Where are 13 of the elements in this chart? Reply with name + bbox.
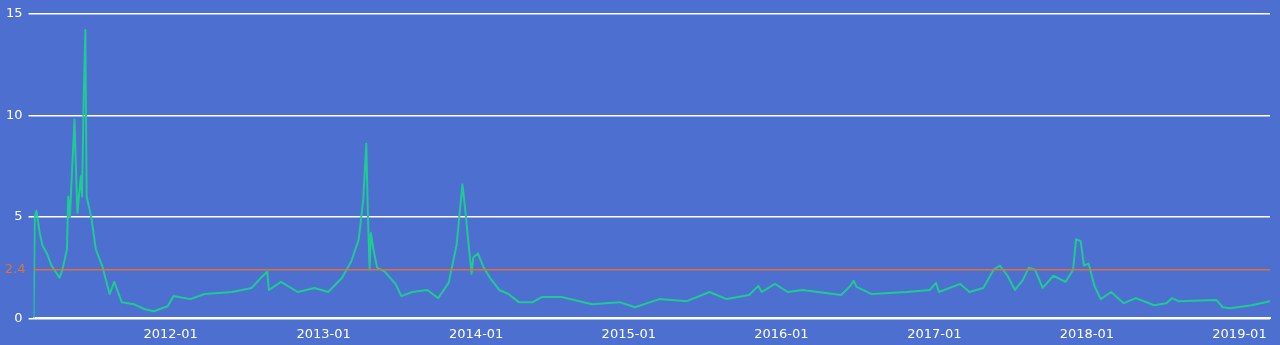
- x-tick-label: 2013-01: [296, 325, 351, 341]
- y-tick-label: 5: [14, 208, 23, 224]
- x-tick-label: 2018-01: [1059, 325, 1115, 341]
- x-tick-label: 2017-01: [907, 325, 962, 341]
- y-tick-label: 0: [14, 309, 23, 325]
- x-tick-label: 2019-01: [1212, 325, 1267, 341]
- x-tick-label: 2016-01: [754, 325, 809, 341]
- y-tick-label: 10: [6, 106, 23, 122]
- y-tick-label: 15: [6, 5, 23, 21]
- x-tick-label: 2014-01: [449, 325, 504, 341]
- ref-line-label: 2.4: [4, 261, 26, 277]
- x-tick-label: 2012-01: [143, 325, 198, 341]
- x-tick-label: 2015-01: [601, 325, 656, 341]
